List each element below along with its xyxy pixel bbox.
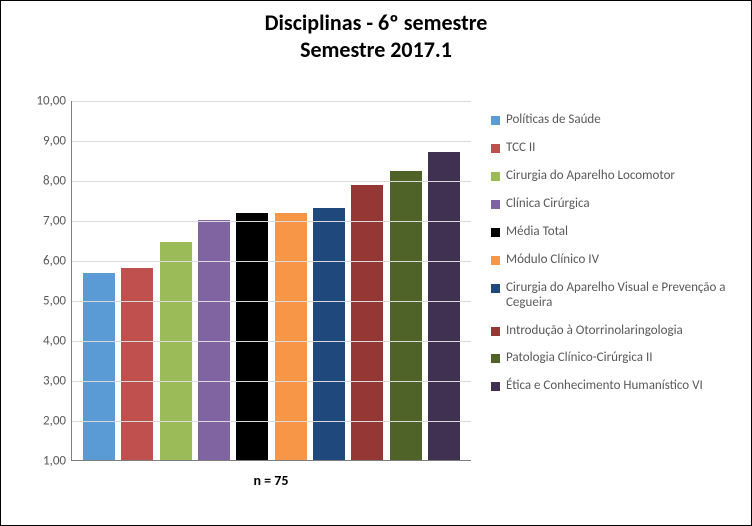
ytick-label: 4,00 <box>21 334 66 349</box>
ytick-label: 8,00 <box>21 174 66 189</box>
bar <box>236 213 268 460</box>
legend-item: Média Total <box>491 225 741 240</box>
legend-swatch <box>491 327 500 336</box>
legend-item: TCC II <box>491 141 741 156</box>
legend-label: Módulo Clínico IV <box>506 253 599 268</box>
bar <box>275 213 307 460</box>
plot-wrap: 1,002,003,004,005,006,007,008,009,0010,0… <box>21 101 471 461</box>
gridline <box>72 301 471 302</box>
legend-swatch <box>491 256 500 265</box>
plot-area <box>71 101 471 461</box>
ytick-label: 9,00 <box>21 134 66 149</box>
legend-label: Ética e Conhecimento Humanístico VI <box>506 379 703 394</box>
legend-label: Patologia Clínico-Cirúrgica II <box>506 351 653 366</box>
legend-item: Módulo Clínico IV <box>491 253 741 268</box>
gridline <box>72 101 471 102</box>
legend-swatch <box>491 172 500 181</box>
ytick-label: 6,00 <box>21 254 66 269</box>
legend-label: Cirurgia do Aparelho Locomotor <box>506 169 675 184</box>
legend-swatch <box>491 144 500 153</box>
legend-swatch <box>491 116 500 125</box>
bar <box>313 208 345 460</box>
gridline <box>72 181 471 182</box>
gridline <box>72 341 471 342</box>
legend-item: Cirurgia do Aparelho Visual e Prevenção … <box>491 281 741 311</box>
chart-container: Disciplinas - 6º semestre Semestre 2017.… <box>0 0 752 526</box>
bar <box>390 171 422 460</box>
ytick-label: 7,00 <box>21 214 66 229</box>
bar <box>121 268 153 460</box>
bar <box>428 152 460 460</box>
legend-swatch <box>491 354 500 363</box>
ytick-label: 3,00 <box>21 374 66 389</box>
legend-label: Clínica Cirúrgica <box>506 197 590 212</box>
legend-label: Cirurgia do Aparelho Visual e Prevenção … <box>506 281 741 311</box>
legend-label: Média Total <box>506 225 568 240</box>
gridline <box>72 141 471 142</box>
x-axis-label: n = 75 <box>71 472 471 489</box>
title-line-1: Disciplinas - 6º semestre <box>1 9 751 36</box>
gridline <box>72 381 471 382</box>
legend-label: Introdução à Otorrinolaringologia <box>506 324 683 339</box>
legend-label: TCC II <box>506 141 535 156</box>
title-line-2: Semestre 2017.1 <box>1 36 751 63</box>
legend-item: Clínica Cirúrgica <box>491 197 741 212</box>
ytick-label: 10,00 <box>21 94 66 109</box>
legend-swatch <box>491 284 500 293</box>
ytick-label: 2,00 <box>21 414 66 429</box>
bar <box>160 242 192 460</box>
legend-item: Ética e Conhecimento Humanístico VI <box>491 379 741 394</box>
chart-title-block: Disciplinas - 6º semestre Semestre 2017.… <box>1 1 751 63</box>
gridline <box>72 221 471 222</box>
bars-group <box>72 101 471 460</box>
legend-swatch <box>491 382 500 391</box>
legend-item: Cirurgia do Aparelho Locomotor <box>491 169 741 184</box>
legend-swatch <box>491 200 500 209</box>
legend-swatch <box>491 228 500 237</box>
bar <box>198 220 230 460</box>
legend-item: Políticas de Saúde <box>491 113 741 128</box>
legend-label: Políticas de Saúde <box>506 113 601 128</box>
legend: Políticas de Saúde TCC II Cirurgia do Apar… <box>491 113 741 407</box>
ytick-label: 5,00 <box>21 294 66 309</box>
gridline <box>72 261 471 262</box>
legend-item: Introdução à Otorrinolaringologia <box>491 324 741 339</box>
gridline <box>72 421 471 422</box>
legend-item: Patologia Clínico-Cirúrgica II <box>491 351 741 366</box>
bar <box>351 185 383 460</box>
ytick-label: 1,00 <box>21 454 66 469</box>
